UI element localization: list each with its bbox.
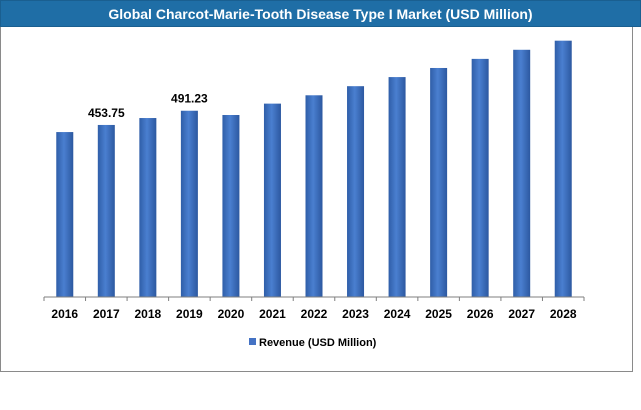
bar-2017 xyxy=(97,124,115,297)
x-tick-label-2020: 2020 xyxy=(218,307,245,321)
x-tick-label-2016: 2016 xyxy=(51,307,78,321)
x-tick-label-2027: 2027 xyxy=(508,307,535,321)
data-label-2019: 491.23 xyxy=(171,92,208,106)
x-tick-label-2017: 2017 xyxy=(93,307,120,321)
bar-2019 xyxy=(180,110,198,297)
legend-swatch-revenue xyxy=(249,338,256,345)
bar-2021 xyxy=(263,103,281,297)
x-tick-label-2028: 2028 xyxy=(550,307,577,321)
bar-2020 xyxy=(222,115,240,297)
x-tick-label-2021: 2021 xyxy=(259,307,286,321)
x-tick-label-2026: 2026 xyxy=(467,307,494,321)
x-tick-label-2024: 2024 xyxy=(384,307,411,321)
bar-2022 xyxy=(305,95,323,298)
legend-label-revenue: Revenue (USD Million) xyxy=(259,337,377,349)
x-tick-label-2023: 2023 xyxy=(342,307,369,321)
x-tick-label-2022: 2022 xyxy=(301,307,328,321)
data-label-2017: 453.75 xyxy=(88,106,125,120)
bar-2024 xyxy=(388,77,406,297)
x-tick-label-2018: 2018 xyxy=(134,307,161,321)
chart-title: Global Charcot-Marie-Tooth Disease Type … xyxy=(0,0,641,27)
x-tick-label-2019: 2019 xyxy=(176,307,203,321)
bar-2027 xyxy=(513,49,531,298)
bar-2023 xyxy=(347,86,365,297)
legend: Revenue (USD Million) xyxy=(249,337,377,349)
bar-2016 xyxy=(56,132,74,297)
bar-2026 xyxy=(471,58,489,298)
x-tick-label-2025: 2025 xyxy=(425,307,452,321)
bar-2018 xyxy=(139,118,157,298)
bar-2025 xyxy=(430,67,448,297)
bar-2028 xyxy=(554,40,572,297)
